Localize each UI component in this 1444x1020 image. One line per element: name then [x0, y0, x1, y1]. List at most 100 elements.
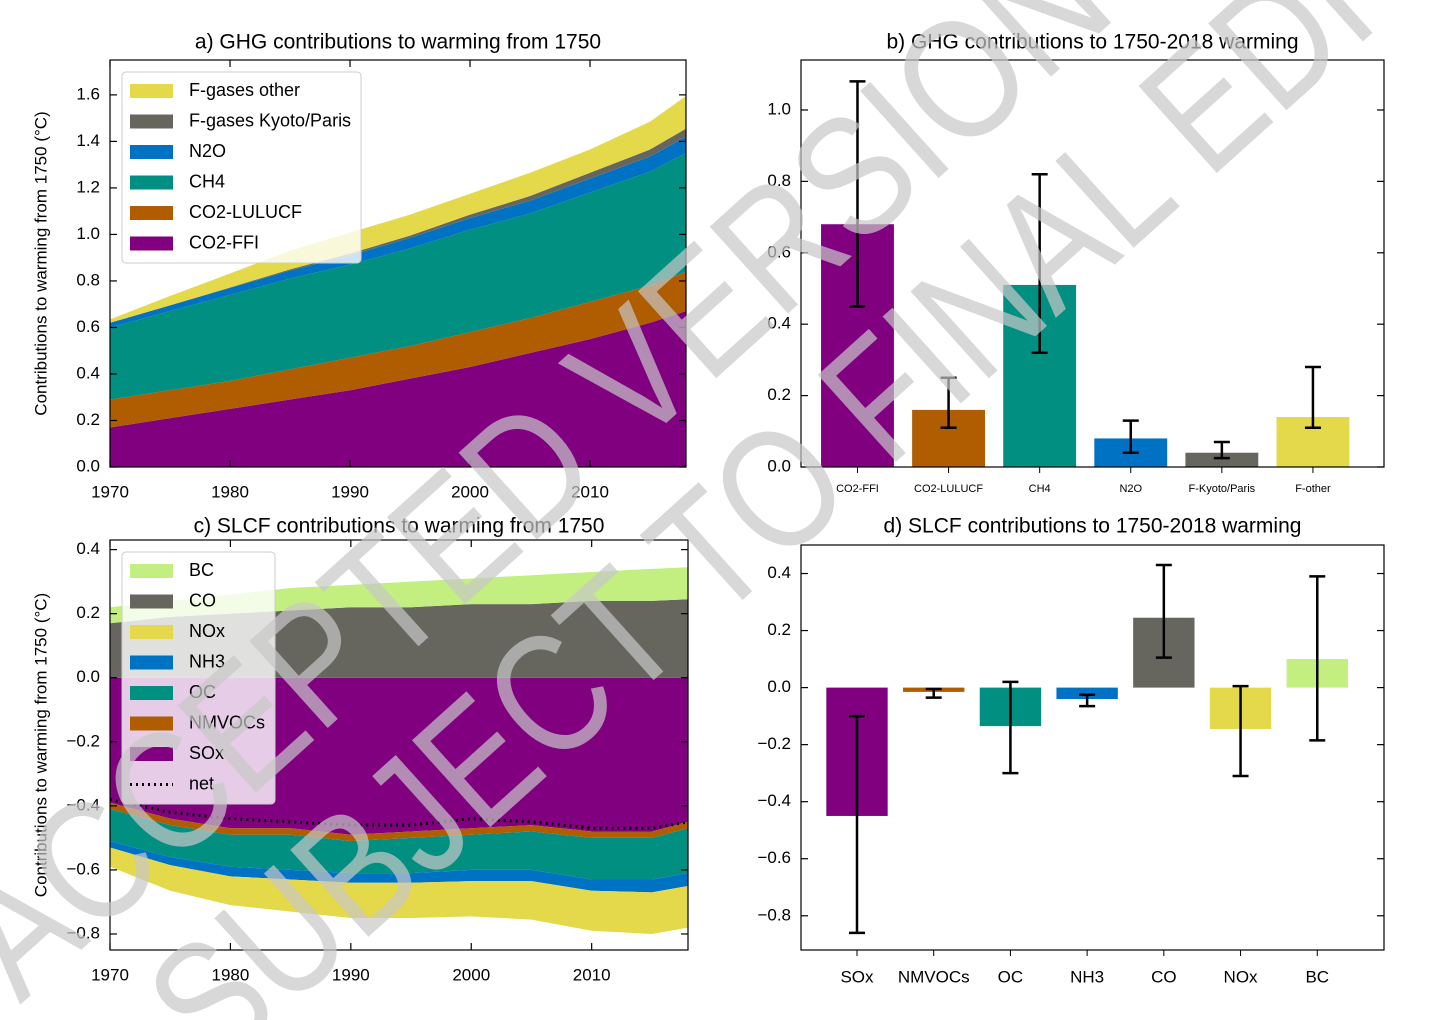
- y-axis-label: Contributions to warming from 1750 (°C): [31, 111, 50, 415]
- y-tick-label: 0.0: [76, 456, 100, 475]
- area: [110, 96, 686, 323]
- legend-label: NMVOCs: [189, 712, 265, 732]
- area: [110, 847, 688, 934]
- y-tick-label: −0.4: [757, 791, 791, 810]
- x-tick-label: 2010: [571, 482, 609, 501]
- legend-label: net: [189, 773, 214, 793]
- y-tick-label: 0.0: [767, 677, 791, 696]
- x-tick-label: NMVOCs: [898, 967, 970, 986]
- y-tick-label: −0.8: [66, 923, 100, 942]
- bar: [1056, 687, 1118, 700]
- x-tick-label: 1990: [332, 965, 370, 984]
- legend-swatch: [130, 594, 173, 609]
- legend-swatch: [130, 175, 173, 190]
- y-tick-label: −0.2: [757, 734, 791, 753]
- legend-swatch: [130, 236, 173, 251]
- panel-title: b) GHG contributions to 1750-2018 warmin…: [886, 31, 1298, 54]
- legend-box: [121, 551, 276, 805]
- legend-label: BC: [189, 560, 214, 580]
- area: [110, 841, 688, 893]
- y-tick-label: 0.6: [76, 317, 100, 336]
- y-tick-label: 0.2: [76, 410, 100, 429]
- y-tick-label: 0.4: [767, 563, 791, 582]
- y-tick-label: 1.2: [76, 177, 100, 196]
- x-tick-label: 2000: [452, 965, 490, 984]
- legend: BC CO NOx NH3 OC NMVOCs SOx net: [121, 551, 276, 805]
- x-tick-label: NOx: [1224, 967, 1259, 986]
- legend-swatch: [130, 145, 173, 159]
- area: [110, 153, 686, 400]
- legend-swatch: [130, 84, 173, 98]
- axes-frame: [109, 59, 687, 468]
- x-tick-label: CH4: [1029, 483, 1051, 495]
- legend-label: F-gases Kyoto/Paris: [189, 110, 351, 130]
- net-line: [109, 797, 689, 830]
- x-tick-label: F-other: [1295, 483, 1331, 495]
- area: [110, 136, 686, 328]
- x-tick-label: BC: [1305, 967, 1329, 986]
- x-tick-label: CO: [1151, 967, 1177, 986]
- x-tick-label: N2O: [1119, 483, 1142, 495]
- axes-frame: [800, 544, 1385, 951]
- y-tick-label: 0.2: [76, 603, 100, 622]
- x-tick-label: 1990: [331, 482, 369, 501]
- x-tick-label: CO2-FFI: [836, 483, 879, 495]
- legend-label: CO2-FFI: [189, 232, 259, 252]
- legend-label: N2O: [189, 141, 226, 161]
- legend-swatch: [130, 686, 173, 700]
- panel-title: c) SLCF contributions to warming from 17…: [194, 515, 605, 538]
- area: [110, 271, 686, 428]
- y-tick-label: −0.6: [66, 859, 100, 878]
- legend-label: CH4: [189, 171, 225, 191]
- legend-label: CO2-LULUCF: [189, 202, 302, 222]
- axes-frame: [800, 59, 1385, 468]
- y-tick-label: 0.4: [76, 539, 100, 558]
- x-tick-label: CO2-LULUCF: [914, 483, 983, 495]
- y-tick-label: 1.4: [76, 131, 100, 150]
- panel-title: a) GHG contributions to warming from 175…: [195, 31, 601, 54]
- x-tick-label: SOx: [840, 967, 874, 986]
- y-tick-label: 1.0: [767, 99, 791, 118]
- legend-swatch: [130, 747, 173, 761]
- y-tick-label: 0.2: [767, 385, 791, 404]
- legend-label: NH3: [189, 651, 225, 671]
- y-tick-label: 1.6: [76, 84, 100, 103]
- legend-label: F-gases other: [189, 80, 300, 100]
- y-tick-label: 0.8: [767, 171, 791, 190]
- x-tick-label: 2000: [451, 482, 489, 501]
- x-tick-label: 1970: [91, 482, 129, 501]
- x-tick-label: 1980: [211, 482, 249, 501]
- legend-swatch: [130, 625, 173, 639]
- legend-swatch: [130, 564, 173, 578]
- y-tick-label: −0.8: [757, 905, 791, 924]
- x-tick-label: NH3: [1070, 967, 1104, 986]
- y-tick-label: 0.4: [767, 314, 791, 333]
- bar: [1185, 452, 1259, 467]
- y-tick-label: 0.2: [767, 620, 791, 639]
- area: [110, 809, 688, 880]
- y-tick-label: 0.6: [767, 242, 791, 261]
- y-tick-label: 0.0: [76, 667, 100, 686]
- legend-label: OC: [189, 682, 216, 702]
- y-tick-label: 0.0: [767, 456, 791, 475]
- x-tick-label: F-Kyoto/Paris: [1189, 483, 1256, 495]
- y-tick-label: 0.4: [76, 363, 100, 382]
- legend-swatch: [130, 206, 173, 220]
- legend-swatch: [130, 655, 173, 670]
- legend-box: [121, 71, 362, 264]
- x-tick-label: 1980: [212, 965, 250, 984]
- y-tick-label: 1.0: [76, 224, 100, 243]
- x-tick-label: 2010: [573, 965, 611, 984]
- y-tick-label: 0.8: [76, 270, 100, 289]
- x-tick-label: OC: [998, 967, 1024, 986]
- plots: a) GHG contributions to warming from 175…: [31, 31, 1385, 986]
- legend-swatch: [130, 114, 173, 129]
- panel-title: d) SLCF contributions to 1750-2018 warmi…: [884, 515, 1302, 538]
- axes-frame: [109, 539, 689, 951]
- y-tick-label: −0.6: [757, 848, 791, 867]
- area: [110, 802, 688, 842]
- y-tick-label: −0.2: [66, 731, 100, 750]
- legend-label: SOx: [189, 743, 224, 763]
- y-axis-label: Contributions to warming from 1750 (°C): [31, 593, 50, 897]
